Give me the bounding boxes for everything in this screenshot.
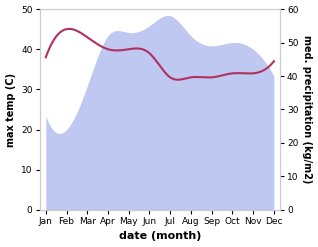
- X-axis label: date (month): date (month): [119, 231, 201, 242]
- Y-axis label: med. precipitation (kg/m2): med. precipitation (kg/m2): [302, 35, 313, 184]
- Y-axis label: max temp (C): max temp (C): [5, 72, 16, 146]
